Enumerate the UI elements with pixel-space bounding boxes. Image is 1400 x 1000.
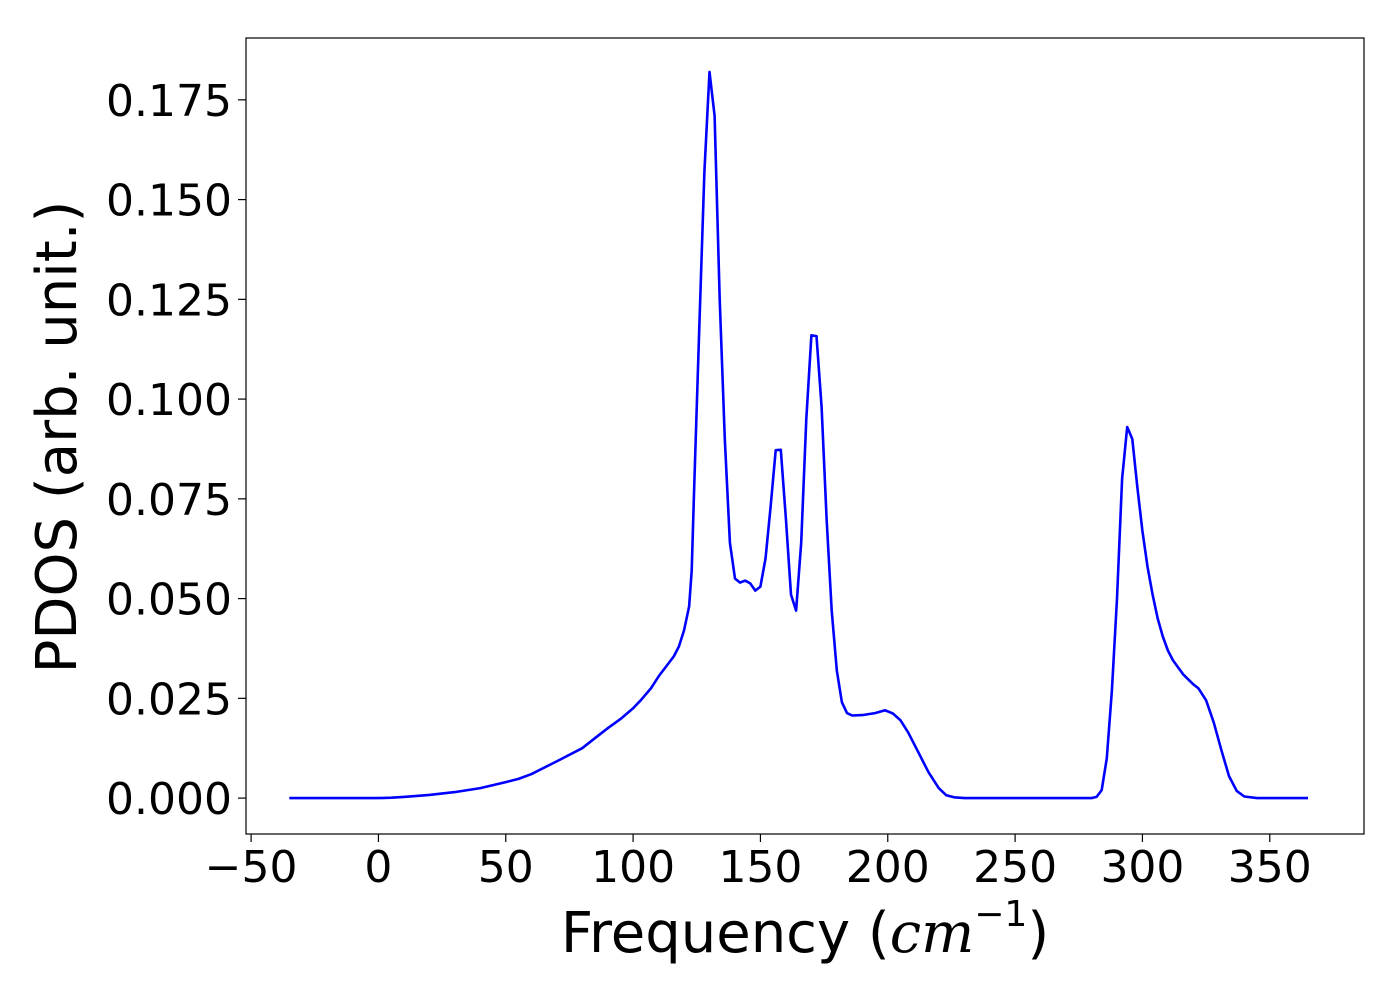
x-axis-label-close: ) [1027, 901, 1049, 966]
x-axis-label-text: Frequency ( [561, 901, 890, 966]
plot-area [289, 70, 1308, 800]
pdos-series-line [289, 70, 1308, 800]
x-tick-label: 250 [973, 842, 1057, 893]
x-tick-label: 0 [364, 842, 392, 893]
x-axis-label-exponent: −1 [974, 894, 1027, 935]
x-tick-label: 300 [1100, 842, 1184, 893]
y-axis-label: PDOS (arb. unit.) [25, 201, 90, 674]
x-tick-label: −50 [205, 842, 298, 893]
y-tick-label: 0.000 [106, 774, 232, 825]
y-tick-label: 0.025 [106, 674, 232, 725]
x-tick-label: 350 [1228, 842, 1312, 893]
y-tick-label: 0.100 [106, 375, 232, 426]
y-tick-label: 0.150 [106, 176, 232, 227]
x-axis-label: Frequency (cm−1) [561, 894, 1049, 966]
y-tick-label: 0.050 [106, 575, 232, 626]
plot-frame [245, 37, 1365, 835]
x-axis: −50 0 50 100 150 200 250 300 350 [205, 834, 1312, 893]
x-tick-label: 150 [718, 842, 802, 893]
x-tick-label: 200 [846, 842, 930, 893]
x-axis-label-unit: cm [890, 901, 974, 966]
x-tick-label: 50 [478, 842, 534, 893]
y-tick-label: 0.175 [106, 76, 232, 127]
y-tick-label: 0.125 [106, 275, 232, 326]
x-tick-label: 100 [591, 842, 675, 893]
y-axis: 0.000 0.025 0.050 0.075 0.100 0.125 0.150 0.175 [106, 76, 246, 825]
y-tick-label: 0.075 [106, 475, 232, 526]
